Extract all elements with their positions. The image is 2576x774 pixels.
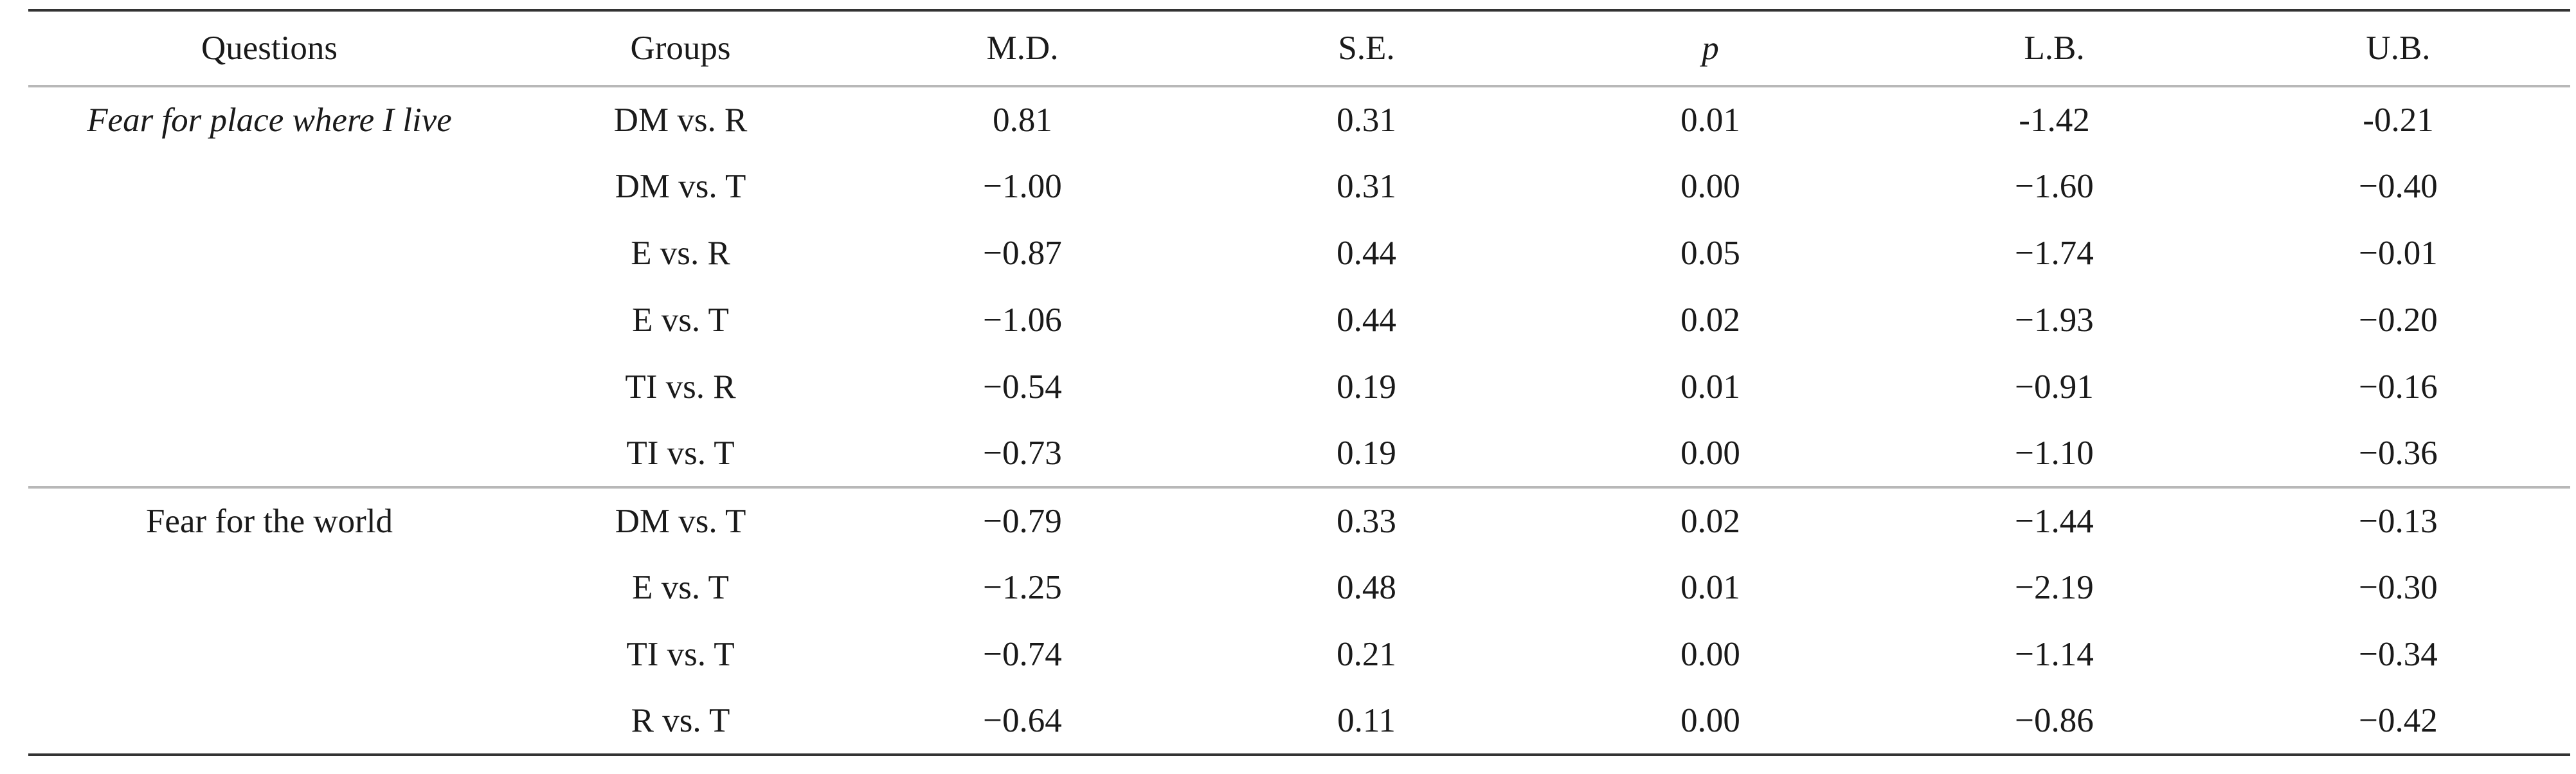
standard-error-cell: 0.33 xyxy=(1194,486,1538,554)
lower-bound-cell: −1.60 xyxy=(2015,168,2094,205)
upper-bound-cell: −0.34 xyxy=(2359,636,2438,673)
standard-error-cell: 0.31 xyxy=(1337,168,1396,205)
standard-error-cell: 0.48 xyxy=(1337,569,1396,606)
p-value-cell: 0.01 xyxy=(1680,102,1740,139)
group-cell: E vs. T xyxy=(632,569,729,606)
question-cell-empty xyxy=(28,287,510,354)
standard-error-cell: 0.21 xyxy=(1337,636,1396,673)
table-row: R vs. T −0.64 0.11 0.00 −0.86 −0.42 xyxy=(28,688,2570,756)
question-cell-empty xyxy=(28,420,510,487)
upper-bound-cell: −0.13 xyxy=(2226,486,2570,554)
header-questions: Questions xyxy=(28,9,510,87)
p-value-cell: 0.02 xyxy=(1680,302,1740,339)
upper-bound-cell: −0.42 xyxy=(2226,688,2570,756)
lower-bound-cell: −1.93 xyxy=(2015,302,2094,339)
mean-difference-cell: −0.79 xyxy=(851,486,1194,554)
mean-difference-cell: −0.54 xyxy=(983,368,1062,406)
lower-bound-cell: −1.74 xyxy=(2015,235,2094,272)
group-cell: DM vs. R xyxy=(613,102,748,139)
header-mean-difference: M.D. xyxy=(851,9,1194,87)
group-cell: TI vs. R xyxy=(625,368,736,406)
mean-difference-cell: −1.00 xyxy=(983,168,1062,205)
mean-difference-cell: −1.06 xyxy=(983,302,1062,339)
p-value-cell: 0.00 xyxy=(1680,435,1740,472)
table-row: E vs. R −0.87 0.44 0.05 −1.74 −0.01 xyxy=(28,220,2570,287)
table-body: Fear for place where I live DM vs. R 0.81 0… xyxy=(28,86,2570,756)
group-cell: DM vs. T xyxy=(615,168,746,205)
question-cell-empty xyxy=(28,688,510,756)
lower-bound-cell: −0.91 xyxy=(2015,368,2094,406)
p-value-cell: 0.01 xyxy=(1680,569,1740,606)
table-row: E vs. T −1.06 0.44 0.02 −1.93 −0.20 xyxy=(28,287,2570,354)
group-cell: E vs. T xyxy=(632,302,729,339)
question-cell-empty xyxy=(28,220,510,287)
upper-bound-cell: −0.20 xyxy=(2359,302,2438,339)
upper-bound-cell: −0.40 xyxy=(2359,168,2438,205)
table-row: Fear for the world DM vs. T −0.79 0.33 0.02−… xyxy=(28,486,2570,554)
header-row: Questions Groups M.D. S.E. p L.B. U.B. xyxy=(28,9,2570,87)
group-cell: TI vs. T xyxy=(626,636,735,673)
lower-bound-cell: −2.19 xyxy=(2015,569,2094,606)
group-cell: E vs. R xyxy=(631,235,730,272)
upper-bound-cell: −0.36 xyxy=(2359,435,2438,472)
lower-bound-cell: −1.44 xyxy=(1882,486,2226,554)
standard-error-cell: 0.44 xyxy=(1337,302,1396,339)
p-value-cell: 0.05 xyxy=(1680,235,1740,272)
table-row: TI vs. T −0.74 0.21 0.00 −1.14 −0.34 xyxy=(28,621,2570,688)
question-label: Fear for the world xyxy=(28,486,510,554)
upper-bound-cell: −0.30 xyxy=(2359,569,2438,606)
header-p-value: p xyxy=(1538,9,1882,87)
p-value-cell: 0.01 xyxy=(1680,368,1740,406)
header-lower-bound: L.B. xyxy=(1882,9,2226,87)
standard-error-cell: 0.11 xyxy=(1194,688,1538,756)
group-cell: TI vs. T xyxy=(626,435,735,472)
group-cell: DM vs. T xyxy=(510,486,851,554)
p-value-cell: 0.00 xyxy=(1680,168,1740,205)
standard-error-cell: 0.19 xyxy=(1337,368,1396,406)
table-row: Fear for place where I live DM vs. R 0.81 0… xyxy=(28,86,2570,153)
mean-difference-cell: 0.81 xyxy=(993,102,1052,139)
lower-bound-cell: −0.86 xyxy=(1882,688,2226,756)
question-cell-empty xyxy=(28,554,510,621)
table-row: TI vs. R −0.54 0.19 0.01 −0.91 −0.16 xyxy=(28,354,2570,420)
header-standard-error: S.E. xyxy=(1194,9,1538,87)
question-cell-empty xyxy=(28,621,510,688)
p-value-cell: 0.02 xyxy=(1538,486,1882,554)
statistics-table: Questions Groups M.D. S.E. p L.B. U.B. F… xyxy=(28,9,2570,756)
question-label: Fear for place where I live xyxy=(87,102,452,139)
table-row: TI vs. T −0.73 0.19 0.00 −1.10 −0.36 xyxy=(28,420,2570,487)
standard-error-cell: 0.31 xyxy=(1337,102,1396,139)
standard-error-cell: 0.19 xyxy=(1337,435,1396,472)
p-value-cell: 0.00 xyxy=(1680,636,1740,673)
question-cell-empty xyxy=(28,153,510,220)
group-cell: R vs. T xyxy=(510,688,851,756)
table-row: E vs. T −1.25 0.48 0.01 −2.19 −0.30 xyxy=(28,554,2570,621)
question-cell-empty xyxy=(28,354,510,420)
mean-difference-cell: −0.74 xyxy=(983,636,1062,673)
lower-bound-cell: −1.10 xyxy=(2015,435,2094,472)
mean-difference-cell: −0.87 xyxy=(983,235,1062,272)
standard-error-cell: 0.44 xyxy=(1337,235,1396,272)
upper-bound-cell: -0.21 xyxy=(2363,102,2434,139)
lower-bound-cell: −1.14 xyxy=(2015,636,2094,673)
table-row: DM vs. T −1.00 0.31 0.00 −1.60 −0.40 xyxy=(28,153,2570,220)
lower-bound-cell: -1.42 xyxy=(2019,102,2090,139)
upper-bound-cell: −0.01 xyxy=(2359,235,2438,272)
upper-bound-cell: −0.16 xyxy=(2359,368,2438,406)
mean-difference-cell: −0.64 xyxy=(851,688,1194,756)
mean-difference-cell: −0.73 xyxy=(983,435,1062,472)
mean-difference-cell: −1.25 xyxy=(983,569,1062,606)
header-groups: Groups xyxy=(510,9,851,87)
p-value-cell: 0.00 xyxy=(1538,688,1882,756)
header-upper-bound: U.B. xyxy=(2226,9,2570,87)
